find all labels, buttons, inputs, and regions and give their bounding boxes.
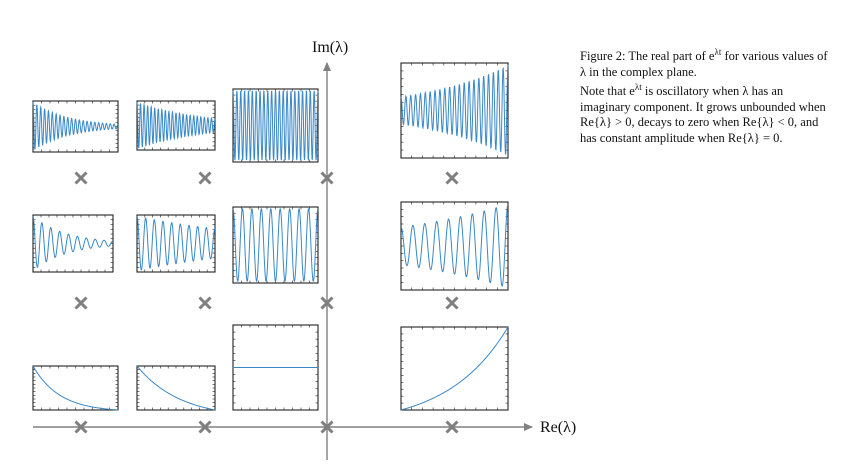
imaginary-axis-label: Im(λ) — [312, 39, 348, 56]
subplot-pos-high-freq — [400, 62, 509, 159]
subplot-curve — [232, 90, 319, 161]
subplot-curve — [136, 102, 216, 149]
caption-line1-post: for various values of λ in the complex p… — [580, 49, 828, 79]
subplot-frame — [400, 326, 509, 411]
figure-caption: Figure 2: The real part of eλt for vario… — [580, 45, 830, 146]
subplot-ticks — [401, 202, 508, 290]
subplot-neg-slow-high-freq — [136, 100, 216, 151]
caption-line2-exponent: λt — [634, 82, 642, 93]
lambda-marker-neg-slow-low-freq — [198, 296, 212, 310]
subplot-curve — [32, 216, 114, 269]
lambda-marker-zero-high-freq — [320, 171, 334, 185]
subplot-ticks — [33, 366, 118, 410]
subplot-zero-real — [232, 324, 319, 411]
lambda-marker-neg-fast-low-freq — [74, 296, 88, 310]
subplot-frame — [32, 365, 119, 411]
lambda-marker-pos-high-freq — [445, 171, 459, 185]
lambda-marker-neg-fast-high-freq — [74, 171, 88, 185]
caption-sentence-2: Note that eλt is oscillatory when λ has … — [580, 80, 830, 146]
real-axis-label: Re(λ) — [540, 419, 576, 436]
subplot-frame — [32, 214, 114, 273]
subplot-pos-real — [400, 326, 509, 411]
lambda-marker-neg-fast-real — [74, 420, 88, 434]
subplot-ticks — [401, 327, 508, 410]
subplot-ticks — [233, 207, 318, 283]
caption-line2-pre: Note that e — [580, 84, 635, 99]
subplot-ticks — [401, 63, 508, 158]
subplot-frame — [136, 365, 216, 411]
lambda-marker-zero-low-freq — [320, 296, 334, 310]
caption-line1-exponent: λt — [714, 47, 722, 57]
subplot-curve — [32, 102, 119, 150]
subplot-neg-fast-real — [32, 365, 119, 411]
subplot-zero-high-freq — [232, 88, 319, 163]
subplot-curve — [400, 203, 509, 287]
subplot-curve — [136, 216, 216, 271]
subplot-curve — [32, 365, 119, 411]
subplot-curve — [232, 207, 319, 283]
subplot-ticks — [137, 366, 215, 410]
subplot-frame — [400, 201, 509, 291]
subplot-curve — [136, 365, 216, 411]
subplot-pos-low-freq — [400, 201, 509, 291]
lambda-marker-pos-low-freq — [445, 296, 459, 310]
subplot-neg-fast-high-freq — [32, 100, 119, 153]
lambda-marker-neg-slow-real — [198, 420, 212, 434]
subplot-ticks — [33, 101, 118, 152]
subplot-ticks — [137, 215, 215, 272]
lambda-marker-zero-real — [320, 420, 334, 434]
subplot-curve — [400, 326, 509, 411]
lambda-marker-pos-real — [445, 420, 459, 434]
caption-sentence-1: Figure 2: The real part of eλt for vario… — [580, 45, 830, 80]
subplot-ticks — [233, 325, 318, 410]
subplot-ticks — [33, 215, 113, 272]
subplot-zero-low-freq — [232, 206, 319, 284]
subplot-curve — [400, 65, 509, 155]
caption-figure-label: Figure 2: — [580, 49, 626, 64]
caption-line2-post: is oscillatory when λ has an imaginary c… — [580, 84, 826, 145]
lambda-marker-neg-slow-high-freq — [198, 171, 212, 185]
subplot-neg-slow-low-freq — [136, 214, 216, 273]
caption-line1-pre: The real part of e — [628, 49, 715, 64]
subplot-neg-fast-low-freq — [32, 214, 114, 273]
subplot-neg-slow-real — [136, 365, 216, 411]
